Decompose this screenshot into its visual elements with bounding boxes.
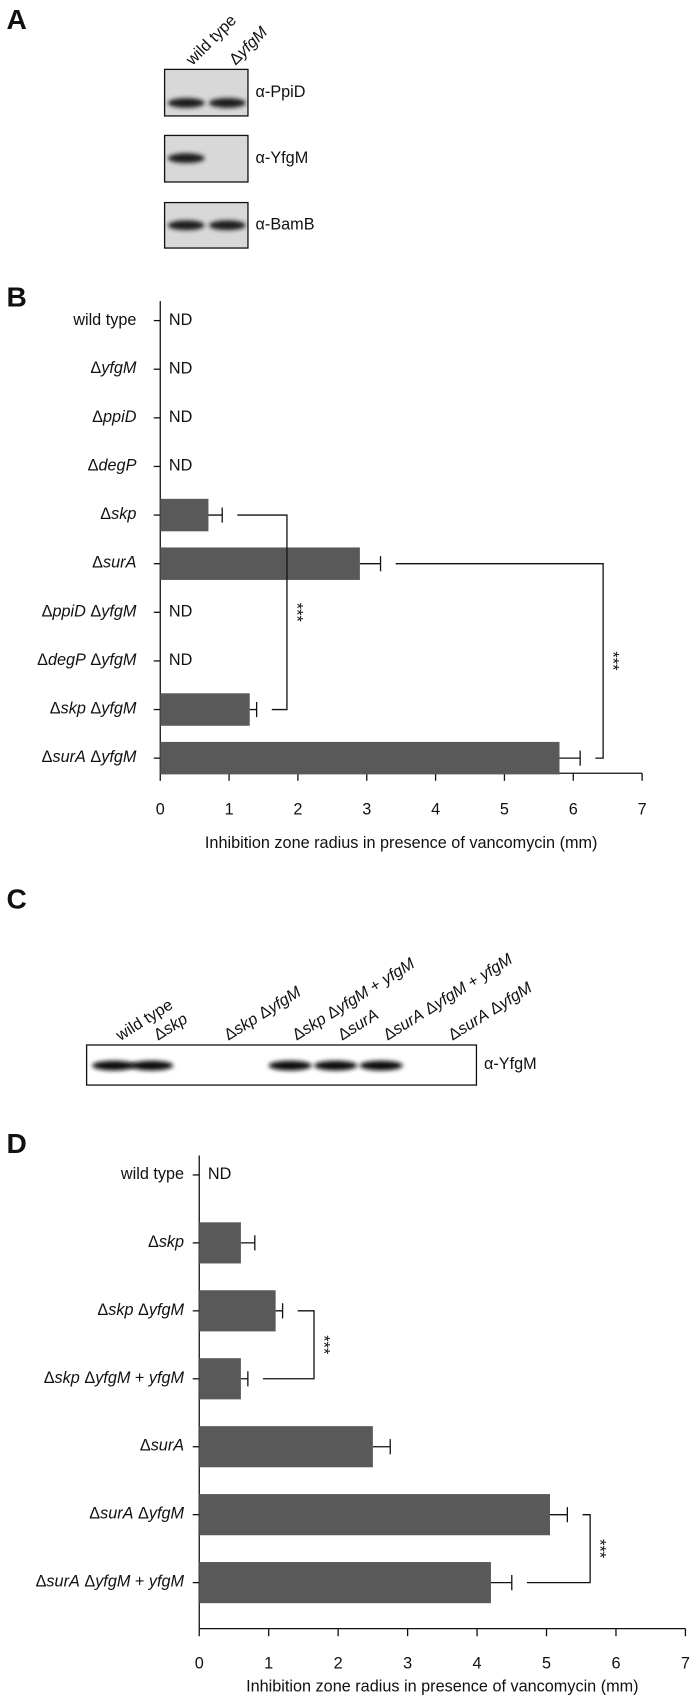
bar — [199, 1290, 276, 1332]
x-tick-label: 1 — [225, 800, 234, 818]
band — [167, 220, 205, 231]
band — [208, 220, 246, 231]
x-tick-label: 0 — [156, 800, 165, 818]
value-label: ND — [208, 1165, 231, 1183]
antibody-label: α-YfgM — [484, 1055, 537, 1073]
category-label: ΔyfgM — [90, 360, 137, 378]
x-tick-label: 4 — [473, 1655, 482, 1673]
band — [92, 1060, 136, 1071]
panel-label: D — [6, 1128, 26, 1159]
panel-label: C — [6, 883, 26, 914]
x-tick-label: 6 — [611, 1655, 620, 1673]
x-tick-label: 5 — [542, 1655, 551, 1673]
error-bar — [549, 1507, 568, 1523]
error-bar — [208, 507, 223, 523]
category-label: ΔsurA — [92, 554, 136, 572]
value-label: ND — [169, 360, 192, 378]
band — [167, 153, 205, 164]
x-tick-label: 2 — [334, 1655, 343, 1673]
x-tick-label: 4 — [431, 800, 440, 818]
x-tick-label: 7 — [638, 800, 647, 818]
x-tick-label: 1 — [264, 1655, 273, 1673]
x-tick-label: 3 — [403, 1655, 412, 1673]
significance-bracket — [526, 1514, 591, 1584]
category-label: ΔppiD ΔyfgM — [42, 603, 137, 621]
significance-bracket — [395, 563, 604, 759]
category-label: Δskp — [100, 505, 136, 523]
panel-label: A — [6, 4, 26, 35]
error-bar — [559, 750, 581, 766]
error-bar — [275, 1303, 284, 1319]
category-label: ΔsurA ΔyfgM + yfgM — [36, 1573, 185, 1591]
bar — [199, 1358, 241, 1400]
bar — [199, 1426, 373, 1468]
value-label: ND — [169, 311, 192, 329]
value-label: ND — [169, 651, 192, 669]
category-label: ΔdegP ΔyfgM — [37, 651, 137, 669]
band — [167, 98, 205, 108]
x-tick-label: 5 — [500, 800, 509, 818]
error-bar — [240, 1235, 256, 1251]
antibody-label: α-BamB — [256, 216, 315, 234]
value-label: ND — [169, 603, 192, 621]
band — [359, 1060, 403, 1071]
panel-label: B — [6, 281, 26, 312]
x-axis-label: Inhibition zone radius in presence of va… — [246, 1677, 639, 1695]
value-label: ND — [169, 457, 192, 475]
antibody-label: α-YfgM — [256, 149, 309, 167]
category-label: Δskp ΔyfgM + yfgM — [44, 1369, 185, 1387]
category-label: ΔsurA — [140, 1437, 184, 1455]
band — [129, 1060, 174, 1071]
significance-bracket — [237, 514, 288, 711]
category-label: wild type — [72, 311, 136, 329]
category-label: ΔdegP — [88, 457, 137, 475]
significance-label: *** — [287, 603, 305, 623]
bar — [199, 1562, 491, 1604]
x-axis-label: Inhibition zone radius in presence of va… — [205, 834, 598, 852]
bar — [160, 693, 250, 726]
category-label: Δskp ΔyfgM — [97, 1301, 184, 1319]
x-tick-label: 0 — [195, 1655, 204, 1673]
significance-label: *** — [590, 1539, 608, 1559]
band — [208, 98, 246, 108]
bar — [199, 1222, 241, 1264]
category-label: Δskp — [148, 1233, 184, 1251]
category-label: wild type — [120, 1165, 184, 1183]
error-bar — [490, 1575, 513, 1591]
x-tick-label: 7 — [681, 1655, 690, 1673]
category-label: ΔppiD — [92, 408, 137, 426]
error-bar — [372, 1439, 391, 1455]
antibody-label: α-PpiD — [256, 83, 306, 101]
bar — [199, 1494, 550, 1536]
significance-label: *** — [314, 1335, 332, 1355]
band — [314, 1060, 358, 1071]
category-label: ΔsurA ΔyfgM — [42, 748, 137, 766]
x-tick-label: 2 — [293, 800, 302, 818]
bar — [160, 547, 360, 580]
error-bar — [240, 1371, 249, 1387]
category-label: Δskp ΔyfgM — [50, 700, 137, 718]
error-bar — [249, 701, 258, 718]
x-tick-label: 3 — [362, 800, 371, 818]
bar — [160, 498, 209, 532]
value-label: ND — [169, 408, 192, 426]
significance-label: *** — [603, 651, 621, 671]
x-tick-label: 6 — [569, 800, 578, 818]
band — [268, 1060, 312, 1071]
bar — [160, 741, 560, 775]
blot-box — [163, 68, 249, 117]
category-label: ΔsurA ΔyfgM — [89, 1505, 184, 1523]
significance-bracket — [263, 1310, 315, 1380]
error-bar — [359, 556, 382, 572]
